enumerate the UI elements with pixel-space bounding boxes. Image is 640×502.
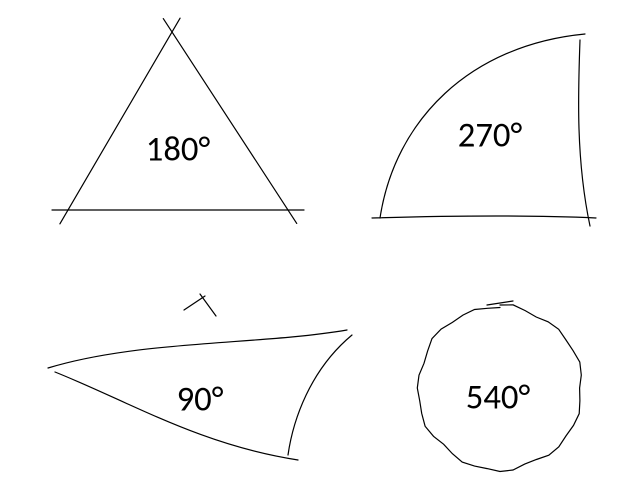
concave-90: 90° bbox=[48, 294, 352, 460]
fin-270: 270° bbox=[372, 34, 596, 226]
circle-540: 540° bbox=[417, 301, 581, 472]
circle-label: 540° bbox=[466, 376, 531, 418]
triangle-180: 180° bbox=[52, 18, 304, 224]
triangle-label: 180° bbox=[146, 128, 211, 170]
concave-label: 90° bbox=[177, 378, 224, 420]
fin-label: 270° bbox=[458, 114, 523, 156]
